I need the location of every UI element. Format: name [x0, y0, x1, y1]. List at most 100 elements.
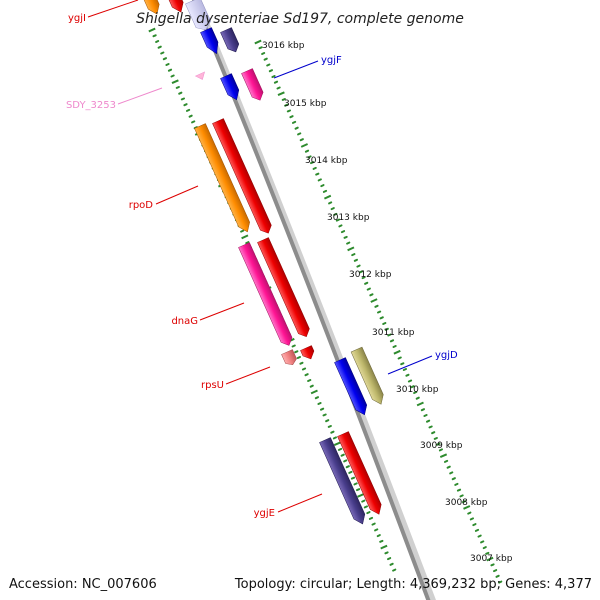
minor-tick	[332, 436, 337, 440]
minor-tick	[180, 97, 185, 101]
minor-tick	[178, 91, 183, 95]
major-tick	[254, 39, 262, 45]
minor-tick	[335, 218, 340, 222]
minor-tick	[333, 212, 338, 216]
minor-tick	[299, 138, 304, 142]
minor-tick	[371, 522, 376, 526]
gene-blue-arrow-top[interactable]	[200, 27, 223, 57]
gene-rpoD-red-arrow[interactable]	[212, 118, 274, 236]
minor-tick	[485, 551, 490, 555]
minor-tick	[405, 373, 410, 377]
minor-tick	[350, 476, 356, 480]
minor-tick	[379, 539, 384, 543]
minor-tick	[379, 316, 384, 320]
minor-tick	[343, 235, 348, 239]
minor-tick	[387, 333, 392, 337]
gene-rpoD-orange-arrow[interactable]	[194, 123, 253, 235]
minor-tick	[477, 534, 482, 538]
gene-ygjF-pink-arrow[interactable]	[241, 68, 266, 103]
minor-tick	[366, 287, 371, 291]
gene-dnaG-pink-arrow[interactable]	[238, 242, 295, 348]
minor-tick	[420, 408, 425, 412]
minor-tick	[392, 568, 397, 572]
genome-backbone	[191, 0, 431, 600]
minor-tick	[402, 368, 407, 371]
minor-tick	[155, 40, 160, 43]
gene-label-rpsU[interactable]: rpsU	[201, 380, 224, 391]
minor-tick	[498, 580, 503, 584]
gene-label-ygjF[interactable]: ygjF	[321, 55, 342, 66]
minor-tick	[310, 161, 315, 165]
minor-tick	[438, 448, 443, 452]
minor-tick	[495, 574, 500, 578]
minor-tick	[325, 419, 330, 423]
gene-ygjD-khaki-arrow[interactable]	[350, 346, 386, 407]
minor-tick	[266, 63, 271, 67]
gene-label-ygjD[interactable]: ygjD	[435, 350, 458, 361]
minor-tick	[304, 373, 309, 377]
minor-tick	[384, 551, 389, 555]
minor-tick	[376, 534, 381, 538]
minor-tick	[338, 447, 343, 451]
minor-tick	[397, 356, 402, 360]
gene-rpsU-salmon-arrow[interactable]	[281, 349, 299, 368]
minor-tick	[356, 488, 361, 492]
gene-lavender-arrow[interactable]	[185, 0, 213, 33]
minor-tick	[431, 431, 436, 435]
tick-label-3013: 3013 kbp	[327, 213, 370, 223]
minor-tick	[281, 98, 286, 101]
minor-tick	[263, 57, 268, 61]
gene-label-sdy3253[interactable]: SDY_3253	[66, 100, 116, 111]
minor-tick	[340, 453, 345, 457]
minor-tick	[304, 149, 310, 153]
minor-tick	[160, 51, 165, 55]
tick-label-3009: 3009 kbp	[420, 441, 463, 451]
gene-ygjD-blue-arrow[interactable]	[334, 357, 370, 418]
gene-ygjI-arrow[interactable]	[142, 0, 163, 17]
gene-label-ygjE[interactable]: ygjE	[254, 508, 275, 519]
minor-tick	[261, 52, 266, 55]
minor-tick	[314, 396, 319, 400]
gene-label-dnaG[interactable]: dnaG	[171, 316, 198, 327]
minor-tick	[327, 425, 332, 428]
gene-ygjF-blue-arrow[interactable]	[220, 73, 243, 103]
minor-tick	[307, 155, 312, 159]
gene-sdy3253-arrow[interactable]	[194, 71, 207, 82]
minor-tick	[312, 166, 317, 170]
minor-tick	[433, 437, 438, 440]
gene-ygjI-arrow-2[interactable]	[166, 0, 187, 15]
minor-tick	[456, 488, 462, 492]
gene-dnaG-red-arrow[interactable]	[257, 237, 312, 340]
minor-tick	[374, 304, 379, 308]
ygjI-leader	[87, 0, 139, 18]
minor-tick	[284, 103, 289, 107]
minor-tick	[346, 241, 351, 245]
minor-tick	[451, 477, 456, 481]
tick-label-3012: 3012 kbp	[349, 270, 392, 280]
major-tick	[241, 234, 249, 240]
minor-tick	[363, 505, 368, 509]
genome-summary-text: Topology: circular; Length: 4,369,232 bp…	[234, 577, 592, 592]
ygjD-leader	[387, 355, 433, 375]
minor-tick	[338, 224, 343, 228]
outer-tick-track	[254, 39, 503, 584]
major-tick	[300, 143, 309, 148]
minor-tick	[343, 459, 348, 463]
minor-tick	[291, 344, 296, 348]
minor-tick	[309, 384, 314, 388]
major-tick	[347, 246, 355, 252]
minor-tick	[345, 465, 350, 469]
gene-navy-arrow-top[interactable]	[220, 27, 242, 55]
gene-label-rpoD[interactable]: rpoD	[129, 200, 154, 211]
gene-ygjE-navy-arrow[interactable]	[319, 437, 369, 527]
minor-tick	[294, 126, 299, 130]
gene-rpsU-red-arrow[interactable]	[300, 345, 317, 362]
minor-tick	[245, 241, 250, 245]
minor-tick	[454, 482, 459, 486]
gene-label-ygjI[interactable]: ygjI	[68, 13, 86, 24]
minor-tick	[271, 75, 276, 78]
major-tick	[333, 441, 342, 447]
minor-tick	[469, 517, 474, 521]
gene-ygjE-red-arrow[interactable]	[337, 431, 385, 517]
